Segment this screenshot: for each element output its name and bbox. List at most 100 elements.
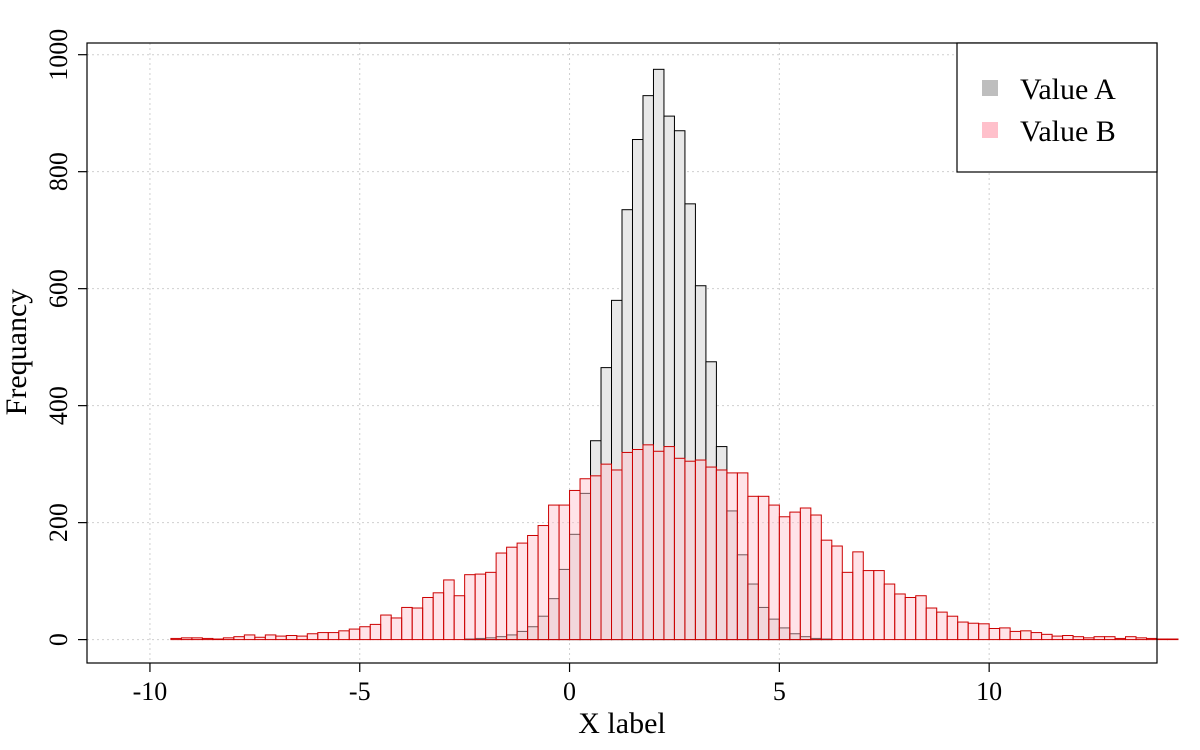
value-b-bar-70 xyxy=(862,570,875,641)
value-b-bar-76 xyxy=(925,607,938,641)
value-b-bar-37 xyxy=(516,542,529,641)
value-b-bar-23 xyxy=(369,623,382,641)
value-b-bar-8 xyxy=(212,638,224,641)
value-b-bar-93 xyxy=(1104,636,1116,641)
value-b-bar-62 xyxy=(778,516,791,641)
value-b-bar-99 xyxy=(1166,638,1179,641)
y-axis-ticks: 0 200 400 600 800 1000 xyxy=(44,29,87,646)
value-b-bar-39 xyxy=(537,525,550,641)
value-b-bar-89 xyxy=(1062,635,1074,641)
value-b-bar-29 xyxy=(432,592,445,641)
value-b-bar-24 xyxy=(380,614,392,641)
value-b-bar-48 xyxy=(631,449,644,641)
value-b-bar-57 xyxy=(726,472,738,641)
value-b-bar-78 xyxy=(946,615,959,641)
value-b-bar-97 xyxy=(1146,637,1158,641)
value-b-bar-25 xyxy=(390,617,403,641)
legend-label-value-b: Value B xyxy=(1020,115,1116,148)
legend-swatch-value-b xyxy=(982,122,998,138)
value-b-bar-27 xyxy=(411,607,424,641)
value-b-bar-61 xyxy=(768,504,780,641)
value-b-bar-98 xyxy=(1156,638,1168,641)
x-tick-label-4: 10 xyxy=(976,677,1002,706)
value-b-bar-14 xyxy=(275,635,287,641)
value-b-bar-71 xyxy=(873,570,885,641)
value-b-bar-86 xyxy=(1030,632,1043,641)
value-b-bar-87 xyxy=(1041,633,1053,641)
value-b-bar-4 xyxy=(170,637,182,641)
value-b-bar-64 xyxy=(799,507,812,641)
value-b-bar-28 xyxy=(422,596,434,641)
value-b-bar-51 xyxy=(663,446,675,641)
value-b-bar-36 xyxy=(506,546,518,641)
value-b-bar-35 xyxy=(495,552,508,641)
x-axis-ticks: -10 -5 0 5 10 xyxy=(133,663,1002,706)
value-b-bar-79 xyxy=(957,621,969,641)
value-b-bar-65 xyxy=(810,514,822,641)
y-axis-title: Frequancy xyxy=(0,289,33,416)
x-tick-label-3: 5 xyxy=(773,677,786,706)
value-b-bar-82 xyxy=(988,627,1001,641)
value-b-bar-44 xyxy=(590,475,602,641)
value-b-bar-32 xyxy=(464,574,476,641)
value-b-bar-6 xyxy=(191,637,203,641)
legend-label-value-a: Value A xyxy=(1020,73,1116,106)
value-b-bar-77 xyxy=(936,611,948,641)
value-b-bar-96 xyxy=(1135,637,1148,641)
value-b-bar-59 xyxy=(747,495,759,641)
value-b-bar-40 xyxy=(548,504,560,641)
value-b-bar-63 xyxy=(789,511,801,641)
value-b-bar-12 xyxy=(254,636,266,641)
value-b-bar-21 xyxy=(348,628,361,641)
value-b-bar-26 xyxy=(401,606,413,641)
value-b-bar-84 xyxy=(1009,630,1022,641)
legend-box xyxy=(956,42,1158,173)
value-b-bar-33 xyxy=(474,573,487,641)
value-b-bar-68 xyxy=(841,571,854,641)
x-tick-label-2: 0 xyxy=(563,677,576,706)
value-b-bar-92 xyxy=(1093,636,1106,641)
value-b-bar-58 xyxy=(736,472,749,641)
value-b-bar-11 xyxy=(243,634,256,641)
value-b-bar-73 xyxy=(894,593,906,641)
value-b-bar-7 xyxy=(201,637,214,641)
y-tick-label-0: 0 xyxy=(44,633,73,646)
value-b-bar-50 xyxy=(652,450,665,641)
value-b-bar-18 xyxy=(317,632,329,641)
value-b-bar-22 xyxy=(359,626,371,641)
value-b-bar-20 xyxy=(338,630,350,641)
value-b-bar-45 xyxy=(600,463,613,641)
value-b-bar-90 xyxy=(1072,636,1085,641)
value-b-bar-85 xyxy=(1020,630,1032,641)
value-b-bar-31 xyxy=(453,595,466,641)
legend: Value A Value B xyxy=(956,42,1158,173)
y-tick-label-2: 400 xyxy=(44,386,73,425)
value-b-bar-74 xyxy=(904,596,917,641)
value-b-bar-42 xyxy=(569,489,581,641)
value-b-bar-17 xyxy=(306,633,319,641)
value-b-bar-80 xyxy=(967,622,980,641)
value-b-bar-16 xyxy=(296,635,308,641)
value-b-bar-91 xyxy=(1083,637,1095,641)
value-b-bar-13 xyxy=(264,634,277,641)
value-b-bar-34 xyxy=(485,571,497,641)
value-b-bar-75 xyxy=(915,595,927,641)
legend-swatch-value-a xyxy=(982,80,998,96)
x-axis-title: X label xyxy=(578,707,665,740)
value-b-bar-69 xyxy=(852,551,864,641)
value-b-bar-49 xyxy=(642,444,654,641)
value-b-bar-41 xyxy=(558,504,571,641)
value-b-bar-5 xyxy=(180,637,193,641)
value-b-bar-19 xyxy=(327,632,340,641)
value-b-bar-66 xyxy=(820,539,833,641)
value-b-bar-46 xyxy=(611,469,623,641)
value-b-bar-72 xyxy=(883,583,896,641)
plot-frame xyxy=(86,42,1158,664)
value-b-bar-67 xyxy=(831,545,843,641)
y-tick-label-3: 600 xyxy=(44,269,73,308)
value-b-bar-15 xyxy=(285,635,298,641)
value-b-bar-94 xyxy=(1114,637,1127,641)
value-b-bar-60 xyxy=(757,495,770,641)
x-tick-label-1: -5 xyxy=(349,677,371,706)
